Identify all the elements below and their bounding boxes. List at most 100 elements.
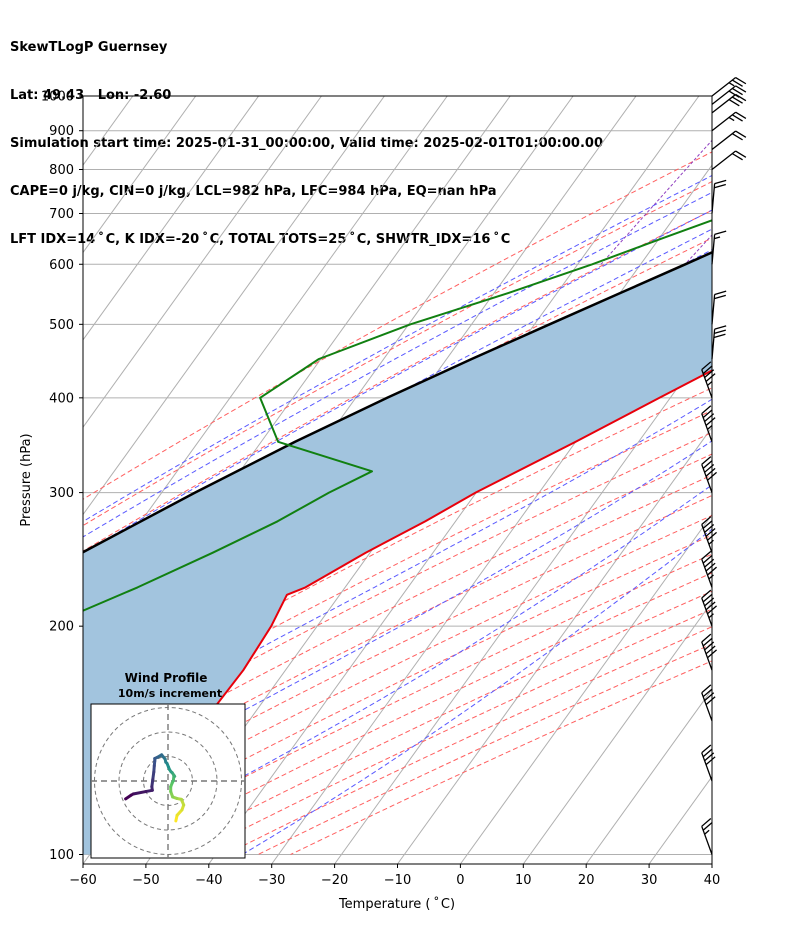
barb-flag [731, 153, 743, 161]
y-tick-label: 400 [49, 391, 74, 406]
barb-flag [704, 369, 715, 379]
isotherm [522, 601, 712, 864]
barb-flag [735, 76, 747, 85]
dry-adiabat [83, 514, 712, 827]
barb-flag [701, 817, 712, 827]
wind-barb [701, 589, 717, 627]
barb-staff [701, 558, 713, 588]
temperature-line [107, 369, 712, 856]
wind-barb [701, 684, 716, 722]
x-tick-label: −50 [132, 873, 159, 888]
barb-flag [701, 684, 712, 694]
y-tick-label: 200 [49, 620, 74, 635]
moist-adiabat [83, 191, 712, 538]
barb-flag [731, 87, 743, 96]
barb-flag [702, 365, 713, 375]
mixing-ratio-line [747, 80, 794, 264]
barb-flag [714, 179, 727, 185]
barb-staff [711, 130, 737, 151]
barb-flag [714, 325, 727, 330]
title-times: Simulation start time: 2025-01-31_00:00:… [10, 136, 603, 151]
wind-barb [711, 150, 747, 171]
moist-adiabat [83, 174, 712, 523]
barb-half-flag [707, 381, 713, 386]
dry-adiabat [83, 409, 712, 732]
barb-flag [735, 85, 747, 93]
barb-flag [704, 413, 715, 423]
barb-flag [731, 96, 743, 104]
barb-flag [705, 373, 716, 382]
y-tick-label: 900 [49, 124, 74, 139]
wind-barb [711, 76, 747, 97]
isotherm [711, 863, 712, 864]
title-indices-cape: CAPE=0 j/kg, CIN=0 j/kg, LCL=982 hPa, LF… [10, 184, 497, 199]
y-tick-label: 500 [49, 318, 74, 333]
barb-staff [711, 85, 737, 105]
barb-staff [701, 369, 713, 399]
barb-staff [701, 826, 713, 855]
title-station: SkewTLogP Guernsey [10, 40, 168, 55]
barb-flag [714, 230, 727, 236]
barb-flag [701, 589, 712, 599]
hodograph-subtitle: 10m/s increment [118, 687, 222, 700]
barb-half-flag [708, 574, 714, 580]
barb-flag [714, 183, 726, 189]
x-tick-label: −20 [321, 873, 348, 888]
barb-flag [707, 566, 717, 576]
barb-flag [705, 601, 716, 611]
wind-barb [711, 93, 747, 114]
hodograph-plot [91, 704, 245, 858]
barb-flag [707, 649, 717, 659]
dry-adiabat [83, 474, 712, 790]
barb-flag [704, 692, 715, 702]
barb-flag [714, 290, 727, 296]
barb-flag [704, 597, 715, 607]
barb-flag [705, 696, 716, 706]
isotherm [397, 426, 712, 864]
isotherm [83, 96, 385, 516]
isotherm [83, 96, 322, 429]
moist-adiabat [83, 440, 712, 798]
barb-flag [702, 460, 713, 469]
moist-adiabat [83, 398, 712, 745]
isotherm [271, 251, 712, 864]
barb-staff [701, 692, 713, 722]
isotherm [459, 513, 712, 864]
isotherm [83, 96, 197, 254]
barb-half-flag [728, 116, 735, 122]
x-tick-label: −10 [384, 873, 411, 888]
barb-flag [731, 79, 743, 87]
wind-barb [701, 516, 717, 553]
barb-staff [711, 111, 737, 132]
barb-flag [735, 150, 747, 158]
barb-flag [701, 744, 712, 754]
wind-barb [701, 456, 717, 493]
wind-barb [701, 817, 713, 855]
barb-half-flag [728, 82, 735, 87]
y-axis-label: Pressure (hPa) [19, 433, 34, 526]
barb-flag [701, 361, 712, 371]
dry-adiabat [83, 431, 712, 752]
barb-flag [701, 456, 712, 465]
barb-flag [701, 633, 712, 643]
x-axis-label: Temperature ( ˚ C) [338, 896, 455, 912]
barb-flag [702, 688, 713, 698]
barb-staff [711, 329, 716, 360]
barb-half-flag [708, 539, 714, 545]
y-tick-label: 800 [49, 163, 74, 178]
barb-flag [701, 550, 712, 560]
barb-staff [701, 641, 713, 671]
barb-flag [705, 562, 716, 572]
isotherm [585, 688, 712, 864]
barb-staff [701, 524, 713, 553]
x-tick-label: 20 [578, 873, 595, 888]
dewpoint-line [83, 219, 712, 612]
barb-half-flag [707, 425, 713, 430]
wind-barb [711, 179, 727, 214]
isotherm [648, 775, 712, 864]
cape-cin-shading [83, 252, 712, 855]
dry-adiabat [83, 151, 712, 500]
x-tick-label: −60 [69, 873, 96, 888]
barb-staff [711, 183, 716, 214]
